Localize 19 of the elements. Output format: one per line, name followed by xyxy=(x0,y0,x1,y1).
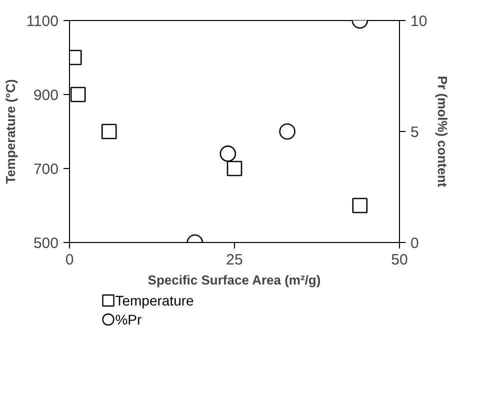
x-tick-label: 50 xyxy=(391,252,408,268)
y-tick-label: 900 xyxy=(33,87,59,104)
x-axis-title: Specific Surface Area (m²/g) xyxy=(148,272,321,288)
y-tick-label: 500 xyxy=(33,235,59,252)
y-axis-title: Temperature (°C) xyxy=(3,79,18,184)
point xyxy=(352,198,368,214)
legend-label: Temperature xyxy=(115,292,194,308)
point xyxy=(70,86,86,102)
x-tick-label: 25 xyxy=(226,252,243,268)
y2-tick-label: 5 xyxy=(410,124,419,141)
point xyxy=(101,124,117,140)
y-tick-label: 700 xyxy=(33,161,59,178)
legend-label: %Pr xyxy=(115,312,142,328)
y2-axis-title: Pr (mol%) content xyxy=(435,76,450,188)
point xyxy=(226,160,242,176)
x-tick-label: 0 xyxy=(65,252,74,268)
y-tick-label: 1100 xyxy=(26,13,59,30)
y2-tick-label: 10 xyxy=(410,13,428,30)
y2-tick-label: 0 xyxy=(410,235,419,252)
